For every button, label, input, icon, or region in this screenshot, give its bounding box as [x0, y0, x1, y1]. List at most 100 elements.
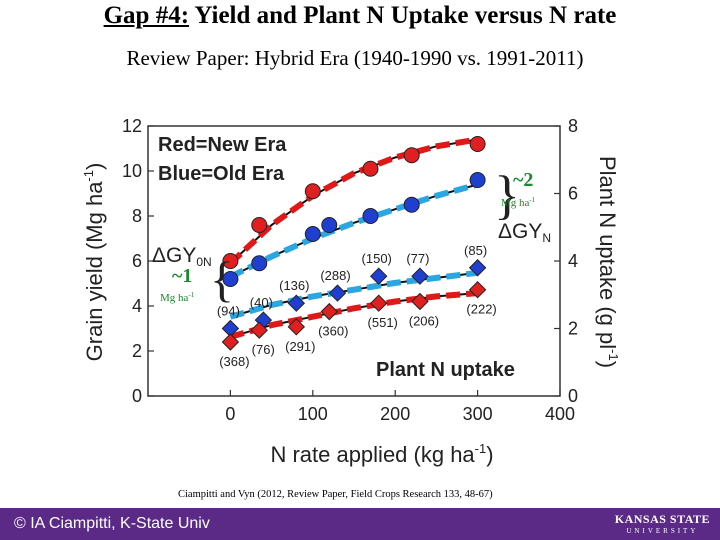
- y-left-tick-label: 10: [122, 161, 142, 181]
- y-left-tick-label: 2: [132, 341, 142, 361]
- y-left-tick-label: 4: [132, 296, 142, 316]
- footer-bar: © IA Ciampitti, K-State Univ KANSAS STAT…: [0, 508, 720, 540]
- y-axis-right-title-end: ): [595, 361, 620, 368]
- x-axis-title-text: N rate applied (kg ha: [270, 442, 475, 467]
- old-era-uptake-sample-label: (85): [464, 243, 487, 258]
- new-era-left-fit-curve: [228, 136, 479, 266]
- y-left-tick-label: 0: [132, 386, 142, 406]
- legend-old-era: Blue=Old Era: [158, 163, 285, 185]
- kansas-state-logo: KANSAS STATE UNIVERSITY: [615, 512, 710, 535]
- old-era-uptake-sample-label: (136): [279, 278, 309, 293]
- slide-title: Gap #4: Yield and Plant N Uptake versus …: [0, 2, 720, 30]
- gap-new-era-unit: Mg ha-1: [501, 196, 536, 209]
- y-axis-right-title-sup: -1: [606, 349, 621, 361]
- y-axis-left-title: Grain yield (Mg ha-1): [81, 163, 107, 362]
- y-axis-right-title-text: Plant N uptake (g pl: [595, 156, 620, 349]
- gap-new-era-value: ~2: [513, 169, 533, 191]
- legend-new-era: Red=New Era: [158, 134, 287, 156]
- old-era-uptake-sample-label: (40): [250, 295, 273, 310]
- x-tick-label: 0: [225, 404, 235, 424]
- new-era-right-fit-curve: [229, 290, 478, 340]
- old-era-yield-point: [251, 255, 268, 272]
- old-era-uptake-point: [287, 294, 306, 312]
- y-axis-right-title: Plant N uptake (g pl-1): [595, 156, 621, 368]
- gap-new-era-brace: }: [494, 165, 520, 225]
- delta-gy-0n-subscript: 0N: [196, 255, 211, 269]
- old-era-yield-point: [403, 196, 420, 213]
- x-tick-label: 200: [380, 404, 410, 424]
- old-era-yield-point: [321, 217, 338, 233]
- old-era-uptake-point: [328, 284, 347, 302]
- old-era-uptake-sample-label: (150): [362, 251, 392, 266]
- citation-text: Ciampitti and Vyn (2012, Review Paper, F…: [178, 489, 493, 500]
- new-era-uptake-point: [250, 321, 268, 339]
- delta-gy-0n-text: ΔGY: [152, 244, 196, 267]
- y-left-tick-label: 12: [122, 116, 142, 136]
- new-era-uptake-sample-label: (222): [466, 302, 496, 317]
- old-era-uptake-point: [468, 259, 487, 277]
- footer-credit: © IA Ciampitti, K-State Univ: [14, 515, 210, 532]
- gap-new-era-unit-text: Mg ha: [501, 197, 530, 209]
- new-era-yield-point: [469, 136, 486, 152]
- new-era-yield-point: [403, 147, 420, 164]
- gap-old-era-unit-text: Mg ha: [160, 292, 189, 304]
- gap-new-era-unit-sup: -1: [529, 196, 535, 204]
- new-era-uptake-point: [221, 333, 240, 351]
- y-axis-left-title-end: ): [82, 163, 107, 170]
- slide-subtitle: Review Paper: Hybrid Era (1940-1990 vs. …: [126, 46, 584, 70]
- x-tick-label: 400: [545, 404, 575, 424]
- old-era-yield-point: [362, 208, 379, 224]
- delta-gy-n-subscript: N: [542, 231, 551, 245]
- old-era-left-fit-curve: [229, 181, 479, 280]
- gap-old-era-brace: {: [210, 251, 234, 307]
- y-right-tick-label: 8: [568, 116, 578, 136]
- x-tick-label: 100: [298, 404, 328, 424]
- delta-gy-0n-label: ΔGY0N: [152, 244, 212, 269]
- x-tick-label: 300: [463, 404, 493, 424]
- delta-gy-n-text: ΔGY: [498, 220, 542, 243]
- new-era-uptake-sample-label: (368): [219, 354, 249, 369]
- y-axis-left-title-text: Grain yield (Mg ha: [82, 181, 107, 362]
- new-era-yield-point: [362, 160, 379, 177]
- y-right-tick-label: 4: [568, 251, 578, 271]
- logo-bottom-text: UNIVERSITY: [626, 527, 699, 535]
- y-right-tick-label: 2: [568, 319, 578, 339]
- x-axis-title: N rate applied (kg ha-1): [270, 441, 493, 467]
- new-era-yield-point: [304, 183, 321, 200]
- new-era-uptake-point: [468, 280, 487, 299]
- new-era-uptake-sample-label: (206): [409, 314, 439, 329]
- old-era-uptake-point: [370, 267, 388, 285]
- y-right-tick-label: 0: [568, 386, 578, 406]
- gap-old-era-unit-sup: -1: [188, 291, 194, 299]
- gap-old-era-unit: Mg ha-1: [160, 291, 195, 304]
- new-era-uptake-point: [370, 294, 388, 312]
- new-era-uptake-sample-label: (551): [368, 315, 398, 330]
- old-era-uptake-sample-label: (288): [320, 268, 350, 283]
- new-era-uptake-point: [320, 302, 338, 321]
- new-era-yield-point: [222, 253, 239, 269]
- old-era-yield-point: [222, 271, 239, 287]
- fit-curves-layer: [228, 136, 479, 340]
- y-left-tick-label: 6: [132, 251, 142, 271]
- new-era-yield-point: [251, 217, 268, 233]
- logo-top-text: KANSAS STATE: [614, 512, 710, 526]
- slide-title-text: Yield and Plant N Uptake versus N rate: [194, 2, 617, 29]
- y-left-tick-label: 8: [132, 206, 142, 226]
- x-axis-title-sup: -1: [475, 441, 487, 456]
- gap-old-era-value: ~1: [172, 265, 192, 287]
- x-axis-title-end: ): [486, 442, 493, 467]
- y-axis-left-title-sup: -1: [81, 170, 96, 182]
- new-era-left-fit-core: [229, 138, 478, 265]
- new-era-uptake-sample-label: (360): [318, 324, 348, 339]
- new-era-uptake-point: [411, 292, 429, 311]
- old-era-yield-point: [304, 226, 321, 242]
- plant-n-uptake-label: Plant N uptake: [376, 359, 515, 381]
- slide-title-gap-number: Gap #4:: [103, 2, 190, 29]
- new-era-uptake-sample-label: (291): [285, 339, 315, 354]
- old-era-yield-point: [469, 172, 486, 188]
- old-era-right-fit-curve: [229, 269, 478, 320]
- old-era-uptake-sample-label: (77): [406, 251, 429, 266]
- new-era-uptake-point: [287, 318, 306, 336]
- new-era-uptake-sample-label: (76): [252, 342, 275, 357]
